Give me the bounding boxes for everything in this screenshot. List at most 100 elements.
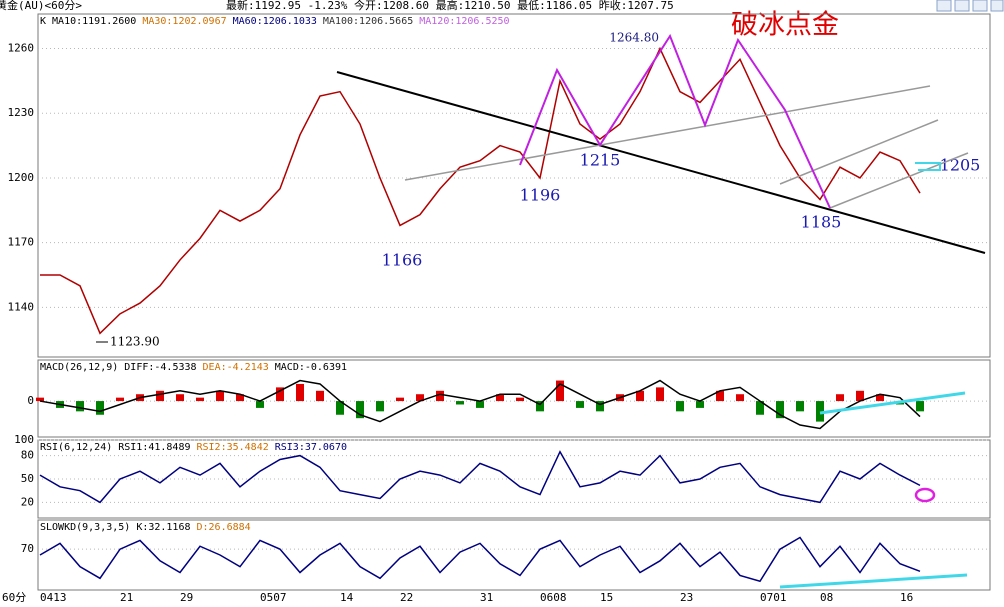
macd-bar: [536, 401, 544, 412]
divergence-line: [819, 391, 966, 415]
legend-entry: MA30:1202.0967: [142, 16, 226, 27]
x-tick-label: 08: [820, 591, 833, 604]
y-tick-label: 1200: [8, 171, 35, 184]
y-tick-label: 20: [21, 495, 34, 508]
macd-bar: [36, 397, 44, 402]
macd-bar: [276, 387, 284, 402]
x-tick-label: 0608: [540, 591, 567, 604]
symbol: 黄金(AU)<60分>: [0, 0, 82, 12]
annotation: 1196: [520, 186, 561, 205]
data-line: [40, 46, 921, 335]
legend-entry: D:26.6884: [197, 522, 251, 533]
trend-line: [336, 71, 986, 254]
macd-bar: [756, 401, 764, 415]
x-tick-label: 23: [680, 591, 693, 604]
data-line: [39, 379, 921, 430]
x-tick-label: 0701: [760, 591, 787, 604]
macd-bar: [456, 401, 464, 405]
macd-bar: [876, 394, 884, 402]
legend-entry: MACD:-0.6391: [275, 362, 347, 373]
legend-entry: RSI3:37.0670: [275, 442, 347, 453]
data-line: [39, 536, 921, 583]
window-buttons[interactable]: [936, 0, 1004, 12]
y-tick-label: 1140: [8, 300, 35, 313]
y-tick-label: 1260: [8, 42, 35, 55]
divergence-line: [779, 573, 968, 589]
y-tick-label: 80: [21, 449, 34, 462]
macd-bar: [196, 397, 204, 402]
macd-bar: [96, 401, 104, 415]
macd-bar: [716, 390, 724, 402]
y-tick-label: 1170: [8, 236, 35, 249]
macd-bar: [816, 401, 824, 422]
legend-entry: RSI(6,12,24): [40, 442, 112, 453]
panel-frame: [37, 519, 991, 591]
x-tick-label: 22: [400, 591, 413, 604]
marker: [915, 162, 941, 171]
macd-bar: [556, 380, 564, 402]
macd-bar: [236, 394, 244, 402]
quote: 最新:1192.95 -1.23% 今开:1208.60 最高:1210.50 …: [226, 0, 674, 12]
x-tick-label: 14: [340, 591, 354, 604]
macd-bar: [836, 394, 844, 402]
channel-line: [404, 85, 931, 181]
x-tick-label: 0507: [260, 591, 287, 604]
macd-bar: [576, 401, 584, 408]
button[interactable]: [972, 0, 988, 12]
macd-bar: [356, 401, 364, 419]
macd-bar: [116, 397, 124, 402]
x-tick-label: 0413: [40, 591, 67, 604]
annotation: 1215: [580, 151, 621, 170]
legend-entry: SLOWKD(9,3,3,5): [40, 522, 130, 533]
x-tick-label: 21: [120, 591, 133, 604]
legend-entry: K: [40, 16, 46, 27]
button[interactable]: [954, 0, 970, 12]
y-tick-label: 100: [14, 433, 34, 446]
y-tick-label: 70: [21, 542, 34, 555]
x-tick-label: 15: [600, 591, 613, 604]
macd-bar: [336, 401, 344, 415]
macd-bar: [176, 394, 184, 402]
macd-bar: [736, 394, 744, 402]
annotation: 1185: [801, 213, 842, 232]
chart-title: 破冰点金: [731, 10, 839, 41]
macd-bar: [656, 387, 664, 402]
macd-bar: [856, 390, 864, 402]
y-tick-label: 0: [27, 394, 34, 407]
macd-bar: [596, 401, 604, 412]
drawings: [336, 33, 986, 589]
button[interactable]: [990, 0, 1004, 12]
macd-bar: [916, 401, 924, 412]
legend-entry: MA10:1191.2600: [52, 16, 136, 27]
legend-entry: MA120:1206.5250: [419, 16, 509, 27]
legend-entry: K:32.1168: [136, 522, 190, 533]
legend-entry: RSI2:35.4842: [197, 442, 269, 453]
macd-bar: [156, 390, 164, 402]
macd-bar: [316, 390, 324, 402]
x-axis-label: 60分: [2, 591, 26, 604]
legend-entry: RSI1:41.8489: [118, 442, 190, 453]
macd-bar: [696, 401, 704, 408]
legend-entry: DIFF:-4.5338: [124, 362, 196, 373]
annotation: 1205: [940, 156, 981, 175]
macd-bar: [676, 401, 684, 412]
macd-bar: [396, 397, 404, 402]
button[interactable]: [936, 0, 952, 12]
legend-entry: MACD(26,12,9): [40, 362, 118, 373]
macd-bar: [256, 401, 264, 408]
legend-entry: MA100:1206.5665: [323, 16, 413, 27]
macd-bar: [76, 401, 84, 412]
macd-bar: [296, 383, 304, 402]
macd-bar: [796, 401, 804, 412]
y-tick-label: 1230: [8, 106, 35, 119]
macd-bar: [416, 394, 424, 402]
highlight: [914, 487, 936, 503]
macd-bar: [476, 401, 484, 408]
macd-bar: [436, 390, 444, 402]
legend-entry: DEA:-4.2143: [203, 362, 269, 373]
y-tick-label: 50: [21, 472, 34, 485]
x-tick-label: 16: [900, 591, 913, 604]
macd-bar: [516, 397, 524, 402]
